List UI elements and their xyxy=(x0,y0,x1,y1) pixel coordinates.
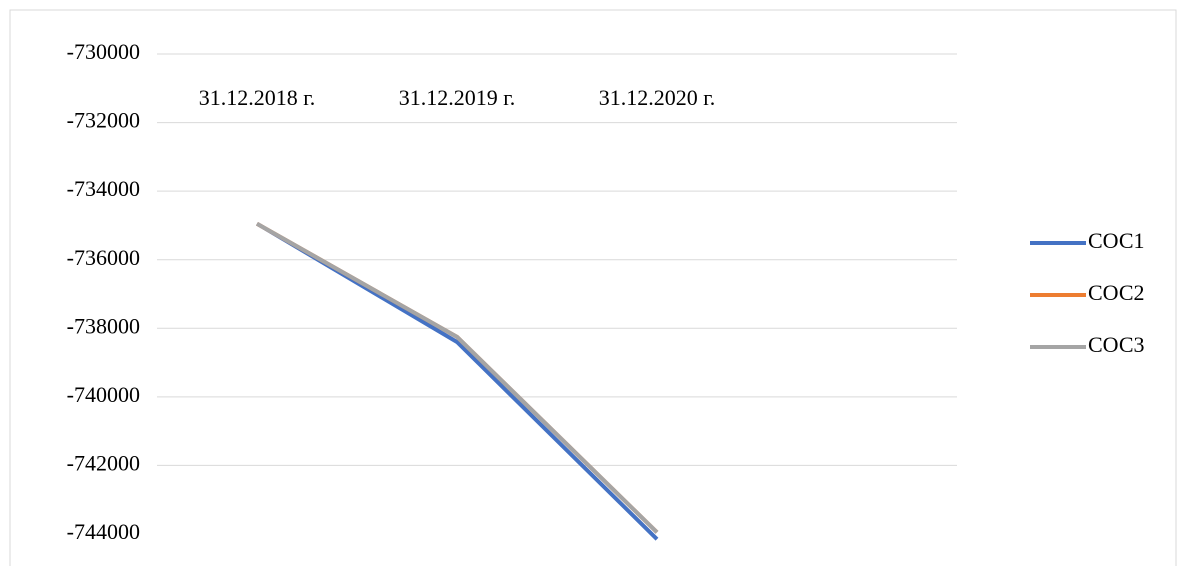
y-tick-label: -732000 xyxy=(67,108,140,133)
legend-label: СОС3 xyxy=(1088,332,1145,357)
x-tick-label: 31.12.2018 г. xyxy=(199,85,316,110)
y-tick-label: -736000 xyxy=(67,245,140,270)
y-tick-label: -742000 xyxy=(67,450,140,475)
chart-border xyxy=(9,9,1177,566)
y-tick-label: -734000 xyxy=(67,176,140,201)
y-tick-label: -744000 xyxy=(67,519,140,544)
y-tick-label: -738000 xyxy=(67,313,140,338)
legend-label: СОС1 xyxy=(1088,228,1145,253)
x-tick-label: 31.12.2020 г. xyxy=(599,85,716,110)
y-tick-label: -740000 xyxy=(67,382,140,407)
legend-label: СОС2 xyxy=(1088,280,1145,305)
y-tick-label: -730000 xyxy=(67,39,140,64)
x-tick-label: 31.12.2019 г. xyxy=(399,85,516,110)
series-line xyxy=(256,221,659,534)
